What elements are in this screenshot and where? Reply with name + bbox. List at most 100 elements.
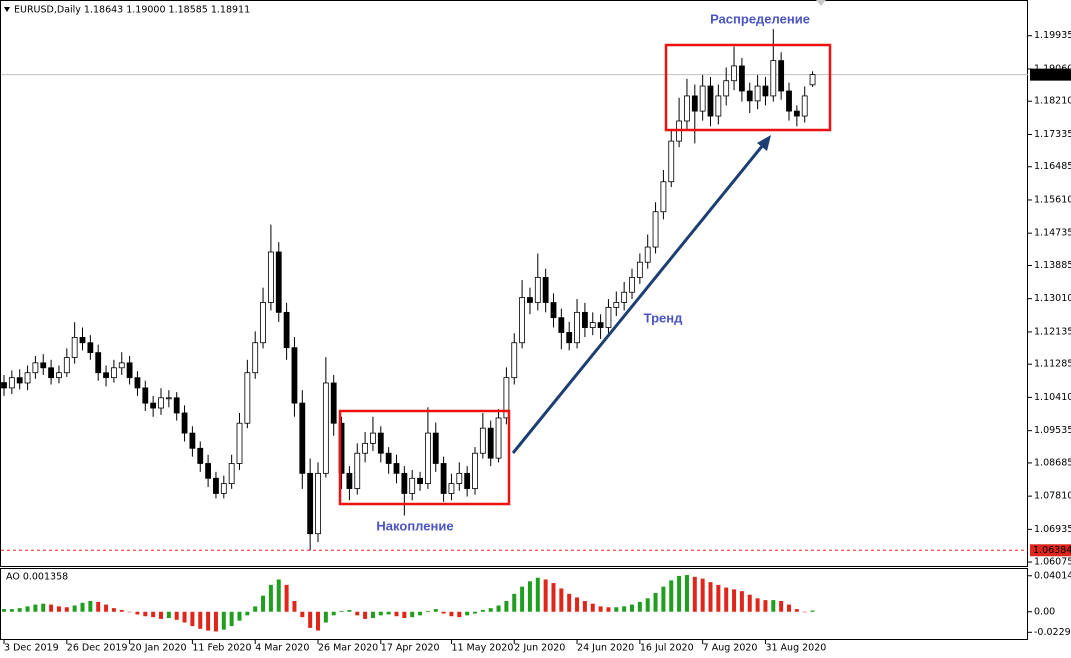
candle-body (299, 402, 306, 474)
candle-body (778, 60, 785, 92)
ao-bar (582, 600, 587, 612)
annotation: Распределение (710, 11, 810, 26)
ao-bar (810, 610, 815, 612)
ao-bar (308, 611, 313, 628)
candle-body (236, 422, 243, 464)
candle-body (621, 291, 628, 303)
low-label: 1.06384 (1033, 545, 1071, 556)
candle-body (79, 337, 86, 344)
candle-body (87, 342, 94, 354)
annotation: Накопление (376, 518, 453, 533)
candle-body (487, 427, 494, 459)
ao-bar (221, 611, 226, 630)
y-tick-label: 0.00 (1034, 606, 1055, 617)
candle-body (550, 302, 557, 319)
candle-body (731, 65, 737, 82)
accumulation-box (338, 409, 511, 506)
ao-bar (677, 575, 682, 612)
ao-bar (700, 578, 705, 612)
ao-bar (433, 609, 438, 612)
candle-body (786, 90, 792, 112)
ao-bar (72, 605, 77, 612)
menu-arrow[interactable] (4, 7, 10, 12)
candle-body (715, 95, 722, 117)
ao-bar (739, 591, 744, 612)
candle-body (393, 463, 400, 474)
candle-body (503, 377, 510, 419)
candle-body (479, 427, 486, 454)
x-tick-label: 20 Jan 2020 (130, 643, 187, 654)
candle-body (346, 472, 353, 489)
ao-bar (111, 608, 116, 612)
ao-bar (520, 586, 525, 612)
y-tick-label: 1.11285 (1034, 359, 1071, 370)
x-tick-label: 24 Jun 2020 (577, 643, 634, 654)
y-tick-label: 1.07810 (1034, 491, 1071, 502)
ao-bar (480, 609, 485, 612)
ao-bar (104, 604, 109, 612)
candle-body (165, 397, 172, 400)
ao-bar (268, 584, 273, 612)
candle-body (16, 377, 23, 384)
price-label: 1.18911 (1033, 69, 1071, 80)
candle-body (472, 452, 478, 489)
ao-bar (276, 579, 281, 612)
candle-body (181, 412, 188, 434)
ao-bar (614, 607, 619, 612)
ao-bar (17, 608, 22, 612)
low-label-bg (1030, 544, 1071, 557)
ao-bar (551, 583, 556, 612)
candle-body (142, 387, 149, 404)
candle-body (118, 362, 125, 369)
candle-body (629, 277, 635, 293)
candle-body (770, 60, 777, 97)
ao-bar (527, 581, 532, 612)
ao-bar (637, 601, 642, 612)
ao-bar (88, 600, 93, 612)
ao-bar (535, 577, 540, 612)
y-tick-label: -0.02291 (1034, 627, 1071, 638)
ao-bar (25, 606, 30, 612)
y-tick-label: 1.18210 (1034, 96, 1071, 107)
candle-body (699, 85, 706, 112)
candle-body (613, 302, 620, 308)
distribution-box (664, 43, 832, 132)
x-tick-label: 3 Dec 2019 (4, 643, 59, 654)
candle-body (809, 74, 816, 86)
ao-bar (645, 598, 650, 612)
candle-body (793, 110, 800, 117)
candle-body (322, 382, 329, 474)
candle-body (244, 372, 251, 424)
candle-body (644, 246, 651, 263)
shift-marker[interactable] (816, 0, 826, 6)
candle-body (723, 80, 730, 97)
ao-bar (198, 611, 203, 629)
ao-bar (56, 606, 61, 612)
candle-body (417, 477, 423, 485)
candle-body (330, 382, 337, 424)
ao-bar (261, 595, 266, 612)
ao-bar (245, 611, 250, 616)
candle-body (275, 251, 282, 313)
x-tick-label: 4 Mar 2020 (255, 643, 309, 654)
ao-bar (402, 611, 407, 619)
main-frame (0, 0, 1028, 567)
y-tick-label: 1.06935 (1034, 524, 1071, 535)
price-label-bg (1030, 68, 1071, 81)
ao-bar (708, 582, 713, 612)
ao-bar (292, 600, 297, 612)
y-tick-label: 1.14735 (1034, 228, 1071, 239)
candle-body (283, 311, 290, 349)
ao-bar (213, 611, 218, 632)
ao-bar (802, 611, 807, 613)
ao-bar (394, 611, 399, 617)
ao-bar (206, 611, 211, 631)
chart-title: EURUSD,Daily 1.18643 1.19000 1.18585 1.1… (14, 5, 250, 16)
candle-body (307, 472, 314, 535)
candle-body (267, 251, 274, 303)
candle-body (134, 377, 141, 389)
ao-bar (465, 611, 470, 616)
candle-body (684, 95, 690, 122)
candle-body (558, 317, 565, 333)
